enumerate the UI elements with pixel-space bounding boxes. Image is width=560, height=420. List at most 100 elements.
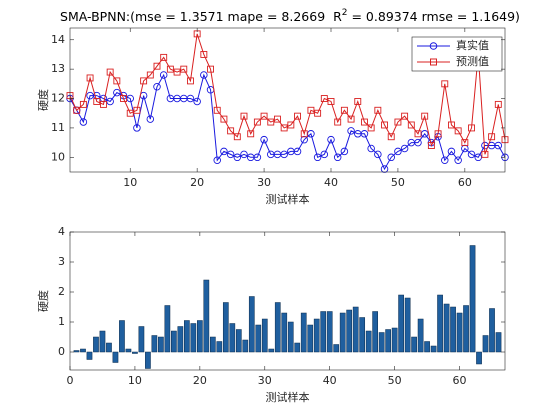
marker	[468, 124, 475, 132]
bar	[171, 330, 177, 353]
marker	[448, 121, 455, 129]
marker	[274, 115, 281, 123]
marker	[441, 80, 449, 88]
y-tick-label: 4	[58, 225, 65, 238]
marker	[73, 106, 81, 114]
chart-title: SMA-BPNN:(mse = 1.3571 mape = 8.2669 R2 …	[60, 8, 520, 24]
marker	[260, 112, 268, 120]
y-tick-label: 1	[58, 315, 65, 328]
title-superscript: 2	[342, 8, 348, 18]
marker	[160, 53, 168, 61]
bar	[294, 342, 301, 353]
x-tick-label: 60	[458, 176, 472, 189]
y-tick-label: 0	[58, 345, 65, 358]
marker	[153, 62, 161, 70]
marker	[133, 106, 141, 114]
x-tick-label: 40	[324, 176, 338, 189]
bar	[333, 344, 340, 353]
x-axis-label: 测试样本	[266, 390, 310, 404]
marker	[220, 115, 228, 123]
marker	[173, 68, 181, 76]
x-tick-label: 60	[453, 374, 467, 387]
legend-label: 真实值	[456, 38, 489, 52]
marker	[280, 124, 288, 132]
bar	[469, 245, 476, 353]
bar	[268, 348, 275, 353]
x-tick-label: 30	[258, 374, 272, 387]
marker	[454, 156, 462, 164]
title-text: SMA-BPNN:(mse = 1.3571 mape = 8.2669 R	[60, 9, 342, 24]
marker	[120, 95, 127, 102]
marker	[93, 98, 101, 105]
marker	[267, 118, 275, 126]
bar	[326, 311, 333, 353]
marker	[347, 115, 355, 123]
marker	[434, 130, 442, 138]
bar	[378, 332, 385, 353]
bar	[385, 329, 391, 353]
marker	[287, 121, 295, 129]
marker	[461, 139, 469, 147]
bar	[99, 330, 106, 353]
marker	[226, 150, 235, 159]
bar	[287, 321, 294, 353]
marker	[207, 65, 214, 73]
marker	[253, 153, 262, 162]
bar	[138, 326, 145, 353]
bar	[339, 312, 346, 353]
marker	[140, 77, 148, 85]
bar	[320, 311, 327, 353]
bar	[352, 306, 359, 353]
marker	[494, 141, 503, 150]
marker	[300, 130, 308, 138]
axes-box	[69, 27, 506, 173]
bar	[476, 351, 482, 365]
y-tick-label: 13	[51, 62, 65, 75]
marker	[100, 100, 107, 108]
marker	[360, 130, 369, 138]
bar	[73, 350, 80, 353]
marker	[374, 106, 382, 114]
marker	[327, 98, 335, 105]
bar	[158, 336, 164, 353]
marker	[387, 133, 395, 141]
marker	[340, 106, 348, 114]
bar	[209, 336, 216, 353]
marker	[320, 95, 328, 102]
marker	[180, 65, 188, 73]
marker	[166, 65, 174, 73]
marker	[320, 150, 329, 159]
y-tick-label: 11	[51, 121, 65, 134]
bar	[106, 342, 112, 353]
bar	[177, 326, 184, 353]
x-tick-label: 10	[123, 176, 137, 189]
bar	[80, 348, 86, 353]
bar	[203, 279, 210, 353]
axes: 0 10 20 30 40 50 60 0 1 2 3 4 测试样本 硬度	[36, 225, 506, 404]
marker	[313, 153, 322, 162]
marker	[247, 130, 255, 138]
axes-box	[69, 231, 506, 371]
marker	[146, 115, 155, 123]
marker	[106, 68, 114, 76]
bar	[229, 323, 236, 353]
bar	[424, 341, 430, 353]
bar	[404, 297, 411, 353]
marker	[314, 109, 322, 117]
marker	[146, 71, 154, 79]
marker	[200, 71, 208, 79]
bar	[222, 302, 229, 353]
bar	[164, 305, 171, 353]
marker	[293, 147, 302, 156]
x-tick-label: 10	[128, 374, 142, 387]
bar	[242, 339, 249, 353]
bar	[430, 345, 437, 353]
y-tick-label: 10	[51, 150, 65, 163]
bar	[482, 335, 489, 353]
bar	[456, 312, 463, 353]
x-tick-label: 0	[67, 374, 74, 387]
legend-marker	[430, 58, 437, 66]
marker	[400, 144, 409, 153]
marker	[340, 147, 349, 156]
